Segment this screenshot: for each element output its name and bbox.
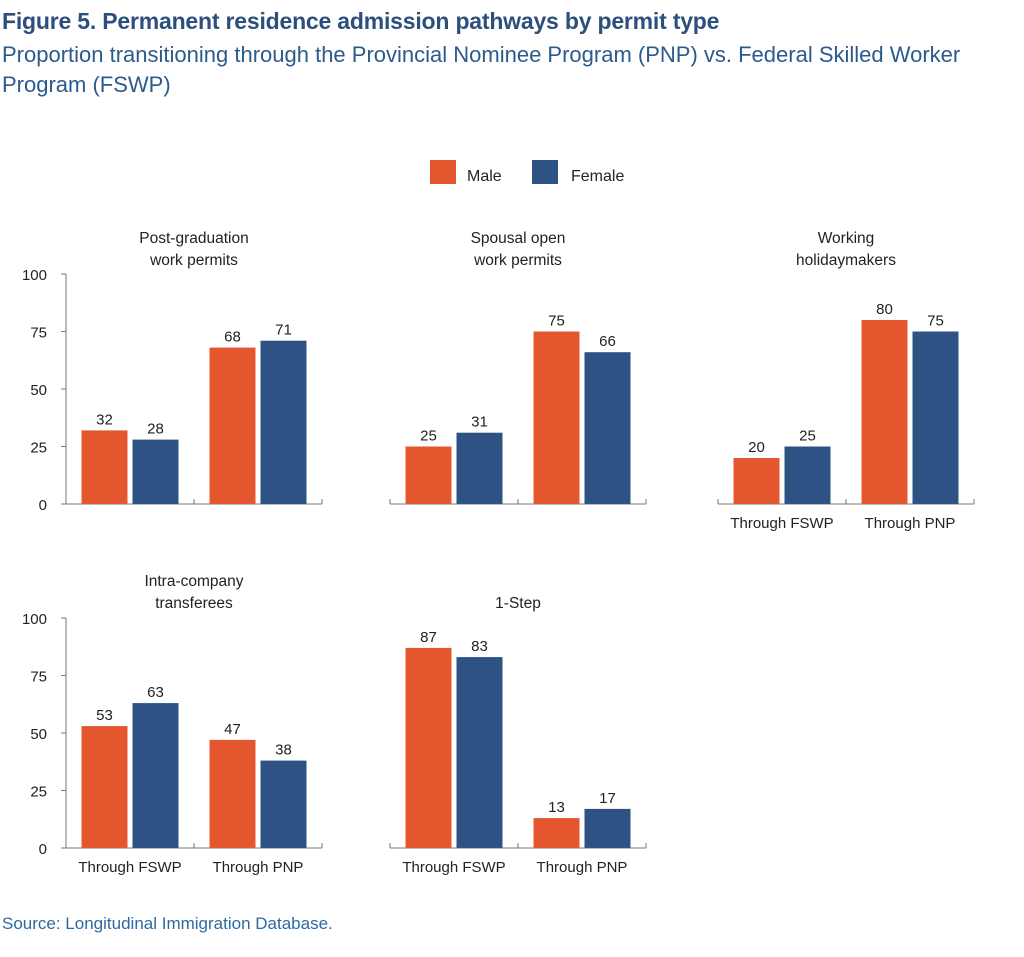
y-tick-label: 75 [30,669,47,686]
data-label: 71 [275,322,292,339]
legend-swatch-male [430,160,456,184]
y-tick-label: 0 [39,841,47,858]
panel-title-line: work permits [473,252,562,269]
panel-title-line: work permits [149,252,238,269]
bar-female [132,703,179,848]
panel-title-line: holidaymakers [796,252,896,269]
bar-female [260,340,307,504]
y-tick-label: 25 [30,440,47,457]
data-label: 53 [96,707,113,724]
data-label: 75 [927,313,944,330]
figure-title: Figure 5. Permanent residence admission … [2,8,720,34]
y-tick-label: 50 [30,382,47,399]
bar-male [533,331,580,504]
bar-female [584,352,631,504]
data-label: 17 [599,790,616,807]
bar-female [784,446,831,504]
x-tick-label: Through FSWP [402,859,505,876]
data-label: 32 [96,411,113,428]
panel-title-line: Post-graduation [139,230,248,247]
y-tick-label: 100 [22,611,47,628]
bar-female [260,760,307,848]
data-label: 87 [420,629,437,646]
data-label: 83 [471,638,488,655]
bar-female [456,432,503,504]
legend-label-female: Female [571,168,624,185]
bar-male [861,320,908,504]
panel-5: 1-Step 87 83 Through FSWP 13 17 Through PNP [389,595,647,876]
data-label: 25 [799,428,816,445]
data-label: 75 [548,313,565,330]
bar-male [81,430,128,504]
data-label: 25 [420,428,437,445]
data-label: 31 [471,414,488,431]
bar-male [209,347,256,504]
panel-title-line: Intra-company [144,573,243,590]
panel-1: Post-graduation work permits 0 25 50 75 100 32 2… [22,230,323,514]
bar-female [132,439,179,504]
y-tick-label: 50 [30,726,47,743]
panel-title-line: 1-Step [495,595,541,612]
x-tick-label: Through PNP [537,859,628,876]
bar-female [912,331,959,504]
y-tick-label: 75 [30,325,47,342]
source-note: Source: Longitudinal Immigration Databas… [2,914,333,933]
panel-title-line: Spousal open [471,230,566,247]
data-label: 38 [275,742,292,759]
legend-swatch-female [532,160,558,184]
bar-male [733,458,780,504]
bar-female [584,808,631,848]
bar-male [405,446,452,504]
bar-male [533,818,580,848]
x-tick-label: Through FSWP [78,859,181,876]
panel-title-line: transferees [155,595,233,612]
panel-3: Working holidaymakers 20 25 Through FSWP 80 75… [717,230,975,532]
legend: Male Female [430,160,624,185]
data-label: 47 [224,721,241,738]
data-label: 66 [599,333,616,350]
panel-2: Spousal open work permits 25 31 75 66 [389,230,647,505]
panel-4: Intra-company transferees 0 25 50 75 100 53 63 Th… [22,573,323,876]
x-tick-label: Through PNP [213,859,304,876]
y-tick-label: 0 [39,497,47,514]
bar-male [209,739,256,848]
legend-label-male: Male [467,168,502,185]
data-label: 63 [147,684,164,701]
y-tick-label: 25 [30,784,47,801]
figure-subtitle: Proportion transitioning through the Pro… [2,42,961,97]
panel-title-line: Working [818,230,875,247]
bar-male [405,647,452,848]
data-label: 68 [224,329,241,346]
x-tick-label: Through FSWP [730,515,833,532]
data-label: 20 [748,439,765,456]
data-label: 13 [548,799,565,816]
bar-female [456,657,503,848]
data-label: 28 [147,421,164,438]
y-tick-label: 100 [22,267,47,284]
bar-male [81,726,128,848]
data-label: 80 [876,301,893,318]
x-tick-label: Through PNP [865,515,956,532]
